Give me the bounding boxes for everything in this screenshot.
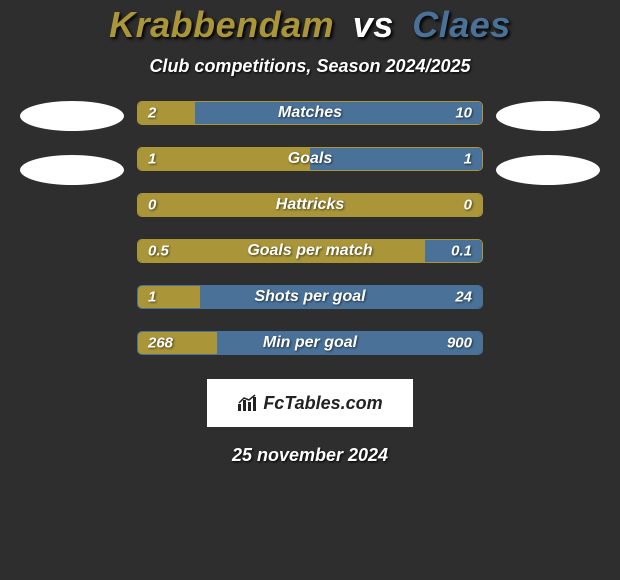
- stat-value-right: 0.1: [451, 243, 472, 260]
- player2-badge-placeholder: [496, 101, 600, 131]
- stat-bar: Hattricks 0 0: [137, 193, 483, 217]
- stat-value-right: 1: [464, 151, 472, 168]
- player1-name: Krabbendam: [109, 4, 334, 45]
- stat-value-left: 0: [148, 197, 156, 214]
- stat-label: Shots per goal: [254, 288, 365, 306]
- stat-bar: Goals 1 1: [137, 147, 483, 171]
- stat-bar: Shots per goal 1 24: [137, 285, 483, 309]
- stat-value-left: 1: [148, 289, 156, 306]
- stat-value-right: 10: [455, 105, 472, 122]
- fctables-logo: FcTables.com: [207, 379, 413, 427]
- stat-label: Min per goal: [263, 334, 357, 352]
- stat-bar: Goals per match 0.5 0.1: [137, 239, 483, 263]
- stat-value-left: 0.5: [148, 243, 169, 260]
- stat-bar-left-segment: [138, 102, 195, 124]
- stat-label: Goals: [288, 150, 332, 168]
- player2-flag-placeholder: [496, 155, 600, 185]
- stat-bar: Min per goal 268 900: [137, 331, 483, 355]
- player1-badge-placeholder: [20, 101, 124, 131]
- player1-flag-placeholder: [20, 155, 124, 185]
- chart-icon: [237, 394, 259, 412]
- stat-label: Hattricks: [276, 196, 344, 214]
- stat-value-right: 900: [447, 335, 472, 352]
- stat-label: Matches: [278, 104, 342, 122]
- stat-bar-left-segment: [138, 148, 310, 170]
- stat-label: Goals per match: [247, 242, 372, 260]
- stat-value-right: 24: [455, 289, 472, 306]
- stat-value-left: 268: [148, 335, 173, 352]
- stat-bar: Matches 2 10: [137, 101, 483, 125]
- stat-value-left: 2: [148, 105, 156, 122]
- stat-value-right: 0: [464, 197, 472, 214]
- vs-text: vs: [353, 4, 394, 45]
- player1-side: [17, 101, 127, 185]
- logo-text: FcTables.com: [263, 393, 382, 414]
- player2-side: [493, 101, 603, 185]
- stat-value-left: 1: [148, 151, 156, 168]
- stat-bars: Matches 2 10 Goals 1 1 Hattricks 0 0 Goals per ma…: [137, 101, 483, 355]
- comparison-content: Matches 2 10 Goals 1 1 Hattricks 0 0 Goals per ma…: [0, 101, 620, 355]
- subtitle: Club competitions, Season 2024/2025: [149, 56, 470, 77]
- comparison-title: Krabbendam vs Claes: [109, 4, 511, 46]
- date: 25 november 2024: [232, 445, 388, 466]
- player2-name: Claes: [412, 4, 511, 45]
- stat-bar-right-segment: [310, 148, 482, 170]
